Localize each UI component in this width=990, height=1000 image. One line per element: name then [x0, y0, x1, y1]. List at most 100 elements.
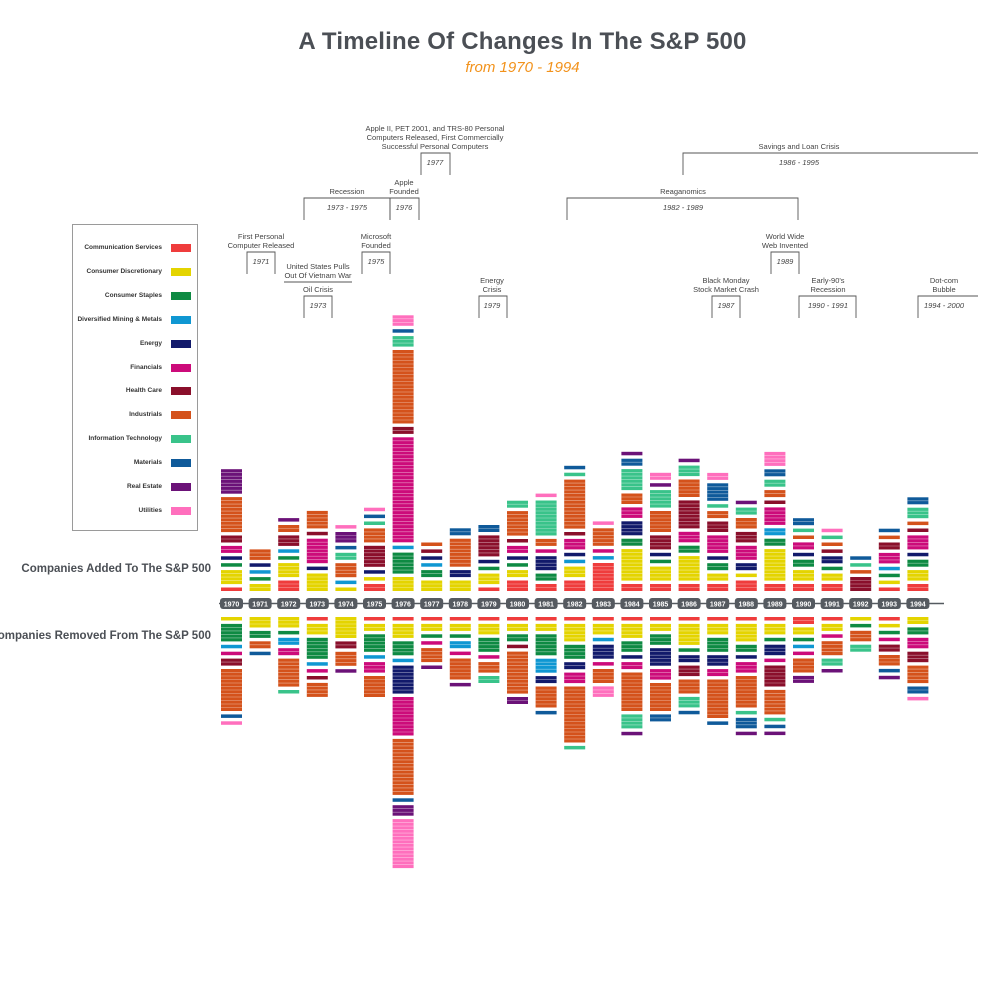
removed-block-1982-consumer-discretionary	[564, 623, 586, 642]
added-block-1986-industrials	[678, 479, 700, 497]
event-year: 1977	[427, 158, 445, 167]
added-block-1994-industrials	[907, 521, 929, 526]
removed-block-1976-financials	[392, 697, 414, 736]
event-bracket	[566, 197, 799, 220]
year-pill	[305, 598, 329, 609]
removed-block-1993-consumer-discretionary	[878, 623, 900, 628]
year-pill	[591, 598, 615, 609]
event-year: 1994 - 2000	[924, 301, 965, 310]
added-block-1992-information-technology	[850, 563, 872, 567]
added-block-1980-energy	[507, 556, 528, 560]
legend-label: Financials	[130, 363, 162, 371]
removed-block-1988-information-technology	[735, 710, 757, 715]
year-label: 1981	[538, 602, 554, 609]
added-block-1978-consumer-discretionary	[449, 580, 471, 591]
added-block-1985-real-estate	[650, 483, 671, 487]
event-bracket	[303, 295, 333, 318]
event-bracket	[478, 295, 508, 318]
legend-swatch	[171, 506, 191, 515]
removed-block-1986-materials	[678, 710, 700, 715]
added-block-1971-consumer-staples	[249, 577, 271, 581]
removed-block-1989-consumer-staples	[764, 637, 786, 642]
removed-block-1988-financials	[735, 662, 757, 673]
removed-block-1977-consumer-staples	[421, 634, 443, 638]
removed-block-1979-communication-services	[478, 617, 500, 621]
event-label: Savings and Loan Crisis	[759, 142, 840, 151]
added-axis-label: Companies Added To The S&P 500	[21, 563, 211, 575]
event-year: 1990 - 1991	[808, 301, 848, 310]
year-pill	[563, 598, 587, 609]
removed-block-1987-communication-services	[707, 617, 729, 621]
removed-block-1970-diversified-mining-metals	[221, 644, 242, 649]
removed-block-1976-materials	[392, 798, 414, 802]
event-label: Black Monday	[702, 276, 749, 285]
added-block-1993-consumer-staples	[878, 573, 900, 578]
legend-item-information-technology: Information Technology	[73, 433, 197, 445]
removed-block-1984-industrials	[621, 672, 643, 711]
added-block-1991-utilities	[821, 528, 843, 533]
added-block-1974-utilities	[335, 525, 357, 529]
added-block-1982-financials	[564, 538, 586, 550]
removed-block-1970-utilities	[221, 721, 242, 725]
removed-block-1988-communication-services	[735, 617, 757, 621]
added-block-1992-materials	[850, 556, 872, 560]
added-block-1973-consumer-discretionary	[306, 573, 328, 591]
legend-swatch	[171, 363, 191, 372]
added-block-1970-real-estate	[221, 469, 242, 494]
legend-item-communication-services: Communication Services	[73, 242, 197, 254]
added-block-1972-diversified-mining-metals	[278, 549, 300, 553]
year-label: 1986	[681, 602, 697, 609]
removed-block-1971-consumer-discretionary	[249, 617, 271, 628]
removed-block-1991-real-estate	[821, 669, 843, 673]
event-bracket	[917, 295, 978, 318]
added-block-1977-diversified-mining-metals	[421, 563, 443, 567]
added-block-1988-industrials	[735, 518, 757, 529]
removed-block-1984-real-estate	[621, 731, 643, 736]
event-bracket	[361, 251, 391, 274]
event-label: Apple II, PET 2001, and TRS-80 Personal	[366, 124, 505, 133]
added-block-1990-energy	[793, 552, 814, 557]
added-block-1987-information-technology	[707, 504, 729, 508]
year-pill	[677, 598, 701, 609]
event-label: Computers Released, First Commercially	[367, 133, 504, 142]
removed-block-1983-communication-services	[592, 617, 614, 621]
year-pill	[506, 598, 529, 609]
removed-block-1982-communication-services	[564, 617, 586, 621]
added-block-1976-utilities	[392, 315, 414, 326]
added-block-1984-consumer-discretionary	[621, 549, 643, 581]
removed-axis-label: Companies Removed From The S&P 500	[0, 630, 211, 642]
legend-swatch	[171, 459, 191, 468]
removed-block-1972-consumer-staples	[278, 630, 300, 635]
year-label: 1993	[882, 602, 898, 609]
added-block-1993-materials	[878, 528, 900, 533]
year-pill	[763, 598, 787, 609]
year-pill	[220, 598, 243, 609]
removed-block-1989-real-estate	[764, 731, 786, 736]
added-block-1983-industrials	[592, 528, 614, 546]
event-label: Energy	[480, 276, 504, 285]
removed-block-1989-communication-services	[764, 617, 786, 621]
added-block-1972-consumer-staples	[278, 556, 300, 560]
removed-block-1987-energy	[707, 655, 729, 666]
added-block-1971-energy	[249, 563, 271, 567]
removed-block-1976-communication-services	[392, 617, 414, 621]
added-block-1988-health-care	[735, 531, 757, 543]
added-block-1973-energy	[306, 566, 328, 571]
event-label: Reaganomics	[660, 187, 706, 196]
year-label: 1992	[853, 602, 869, 609]
added-block-1982-health-care	[564, 532, 586, 536]
added-block-1979-consumer-discretionary	[478, 573, 500, 585]
removed-block-1994-utilities	[907, 696, 929, 701]
event-label: Successful Personal Computers	[382, 142, 489, 151]
removed-block-1974-real-estate	[335, 669, 357, 673]
legend-item-utilities: Utilities	[73, 505, 197, 517]
removed-block-1985-consumer-staples	[650, 634, 671, 645]
legend-item-diversified-mining-metals: Diversified Mining & Metals	[73, 314, 197, 326]
added-block-1975-information-technology	[364, 521, 385, 525]
year-label: 1971	[252, 602, 268, 609]
added-block-1976-diversified-mining-metals	[392, 545, 414, 550]
removed-block-1977-real-estate	[421, 665, 443, 669]
event-bracket	[420, 152, 451, 175]
removed-block-1977-financials	[421, 641, 443, 645]
